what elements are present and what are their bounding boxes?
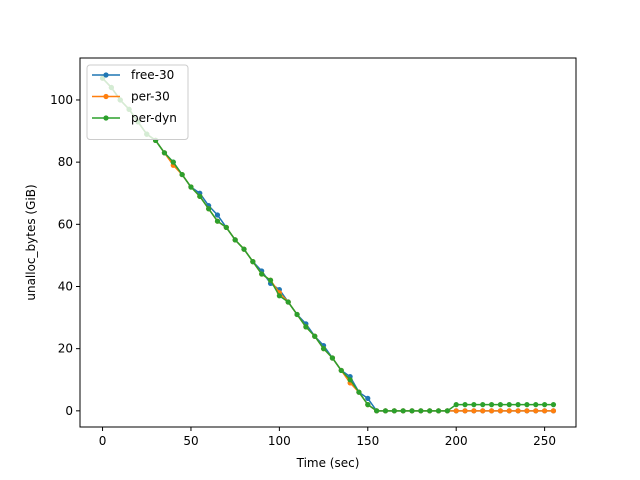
legend-label: per-dyn xyxy=(131,111,177,125)
x-tick-label: 100 xyxy=(268,434,291,448)
data-point-per-30 xyxy=(515,408,521,414)
data-point-per-30 xyxy=(533,408,539,414)
data-point-per-dyn xyxy=(161,150,168,156)
data-point-free-30 xyxy=(214,212,221,218)
legend-marker xyxy=(103,72,109,78)
x-tick-label: 150 xyxy=(356,434,379,448)
x-tick-label: 250 xyxy=(533,434,556,448)
data-point-per-dyn xyxy=(400,408,406,414)
data-point-per-dyn xyxy=(444,408,450,414)
y-tick-label: 20 xyxy=(58,342,73,356)
data-point-per-dyn xyxy=(365,402,371,408)
y-axis: 0 20 40 60 80 100 xyxy=(50,93,80,418)
data-point-per-dyn xyxy=(338,367,344,374)
data-point-per-dyn xyxy=(188,184,194,190)
y-tick-label: 0 xyxy=(65,404,73,418)
data-point-per-30 xyxy=(488,408,495,414)
data-point-per-dyn xyxy=(223,224,229,231)
y-tick-label: 100 xyxy=(50,93,73,107)
plot-frame xyxy=(79,57,577,428)
legend-marker xyxy=(103,115,109,121)
data-point-per-dyn xyxy=(329,355,336,361)
legend-marker xyxy=(103,93,109,100)
data-point-per-dyn xyxy=(232,237,238,243)
data-point-per-dyn xyxy=(312,333,318,339)
y-tick-label: 60 xyxy=(58,217,73,231)
data-point-per-dyn xyxy=(320,346,327,352)
data-point-per-dyn xyxy=(214,218,221,224)
data-point-per-30 xyxy=(480,408,486,414)
x-tick-label: 0 xyxy=(99,434,107,448)
data-point-per-dyn xyxy=(497,402,504,408)
y-tick-label: 40 xyxy=(58,279,73,293)
data-point-per-dyn xyxy=(435,408,442,414)
data-point-per-dyn xyxy=(409,408,415,414)
x-tick-label: 50 xyxy=(183,434,198,448)
data-point-per-dyn xyxy=(524,402,530,408)
data-point-per-30 xyxy=(550,408,557,414)
x-axis-label: Time (sec) xyxy=(296,456,360,470)
legend: free-30 per-30 per-dyn xyxy=(86,64,189,140)
data-point-per-dyn xyxy=(533,402,539,408)
y-tick-label: 80 xyxy=(58,155,73,169)
data-point-per-30 xyxy=(453,408,459,414)
data-point-per-30 xyxy=(471,408,477,414)
data-point-per-dyn xyxy=(427,408,433,414)
data-point-per-dyn xyxy=(418,408,424,414)
data-point-per-dyn xyxy=(259,271,265,277)
data-point-per-dyn xyxy=(197,193,203,199)
legend-box xyxy=(86,64,189,140)
data-point-per-dyn xyxy=(488,402,495,408)
data-point-per-dyn xyxy=(170,159,176,165)
data-point-per-dyn xyxy=(241,246,247,252)
data-point-per-dyn xyxy=(276,293,282,299)
data-point-per-dyn xyxy=(294,311,300,318)
data-point-per-dyn xyxy=(347,377,353,383)
data-point-per-dyn xyxy=(382,408,389,414)
data-point-per-dyn xyxy=(542,402,548,408)
series-line-per-dyn xyxy=(102,77,554,412)
data-point-per-dyn xyxy=(250,259,256,265)
y-axis-label: unalloc_bytes (GiB) xyxy=(24,184,38,300)
legend-item-per-dyn: per-dyn xyxy=(92,111,177,125)
data-point-per-dyn xyxy=(550,402,557,408)
data-point-per-30 xyxy=(497,408,504,414)
data-point-per-dyn xyxy=(285,299,291,305)
data-point-per-dyn xyxy=(506,402,512,408)
data-point-per-dyn xyxy=(303,324,309,330)
data-point-per-dyn xyxy=(391,408,397,414)
data-point-per-dyn xyxy=(471,402,477,408)
legend-label: free-30 xyxy=(131,68,174,82)
x-axis: 0 50 100 150 200 250 xyxy=(99,427,556,448)
data-point-per-30 xyxy=(462,408,468,414)
x-tick-label: 200 xyxy=(445,434,468,448)
data-point-per-dyn xyxy=(356,389,362,395)
data-point-per-30 xyxy=(506,408,512,414)
data-point-per-dyn xyxy=(179,171,185,178)
data-point-per-dyn xyxy=(453,402,459,408)
series-per-dyn xyxy=(99,75,557,414)
data-point-per-dyn xyxy=(462,402,468,408)
data-point-per-dyn xyxy=(515,402,521,408)
data-point-per-dyn xyxy=(480,402,486,408)
data-point-per-dyn xyxy=(374,408,380,414)
legend-label: per-30 xyxy=(131,90,170,104)
legend-item-free-30: free-30 xyxy=(92,68,174,82)
legend-item-per-30: per-30 xyxy=(92,90,170,104)
data-point-free-30 xyxy=(365,395,371,401)
data-point-per-dyn xyxy=(267,277,274,283)
data-point-per-dyn xyxy=(206,206,212,212)
data-point-per-30 xyxy=(524,408,530,414)
data-point-per-30 xyxy=(542,408,548,414)
